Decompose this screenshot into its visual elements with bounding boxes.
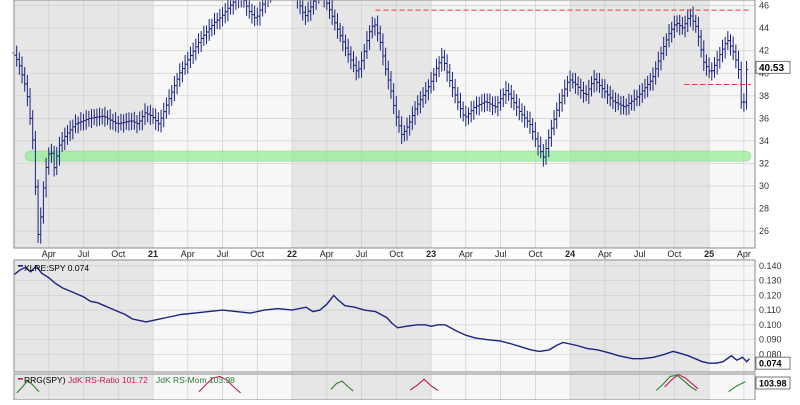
last-value-tag (755, 376, 791, 390)
x-tick-label: Jul (495, 249, 507, 259)
ratio-panel-title: XLRE:SPY 0.074 (24, 263, 89, 273)
x-tick-label: Apr (181, 249, 195, 259)
y-tick-label: 30 (759, 181, 769, 191)
rrg-panel-title: RRG(SPY) (24, 375, 66, 385)
rs-mom-legend: JdK RS-Mom 103.98 (156, 375, 235, 385)
rs-ratio-line (198, 375, 241, 394)
price-panel: 262830323436384042444640.53AprJulOct21Ap… (12, 0, 791, 259)
x-tick-label: Oct (111, 249, 126, 259)
rrg-legend-swatch (18, 378, 23, 380)
last-value-label: 40.53 (759, 63, 784, 74)
x-tick-label: Apr (737, 249, 751, 259)
ratio-legend-swatch (18, 265, 23, 267)
y-tick-label: 0.090 (759, 335, 782, 345)
y-tick-label: 0.110 (759, 305, 781, 315)
x-tick-label: Jul (356, 249, 368, 259)
y-tick-label: 46 (759, 1, 769, 11)
y-tick-label: 36 (759, 113, 769, 123)
y-tick-label: 0.120 (759, 290, 782, 300)
x-tick-label: Apr (459, 249, 473, 259)
ohlc-bars (12, 0, 749, 244)
rs-mom-line (728, 381, 746, 393)
rs-mom-line (16, 379, 40, 394)
last-value-label: 0.074 (759, 359, 782, 369)
y-tick-label: 34 (759, 136, 769, 146)
support-zone (24, 150, 752, 162)
x-tick-label: Oct (389, 249, 404, 259)
x-tick-label: Jul (634, 249, 646, 259)
ratio-panel-body: 0.080 0.090 0.100 0.110 0.120 0.130 0.140 0.074 (13, 259, 791, 373)
rrg-panel: 103.98 RRG(SPY) JdK RS-Ratio 101.72 JdK … (13, 373, 791, 401)
ratio-line (13, 264, 750, 364)
rs-ratio-legend: JdK RS-Ratio 101.72 (68, 375, 148, 385)
rs-ratio-line (409, 378, 439, 391)
x-tick-label: Jul (78, 249, 90, 259)
x-tick-label: Jul (217, 249, 229, 259)
y-tick-label: 0.140 (759, 261, 782, 271)
y-tick-label: 0.100 (759, 320, 782, 330)
rs-mom-line (655, 374, 697, 391)
panel-border (13, 0, 756, 249)
x-tick-label: Oct (250, 249, 265, 259)
rrg-panel-body: 103.98 (13, 373, 791, 401)
y-tick-label: 44 (759, 23, 769, 33)
x-tick-label: 23 (426, 249, 436, 259)
y-tick-label: 42 (759, 46, 769, 56)
last-value-tag (755, 60, 791, 74)
x-tick-label: Apr (598, 249, 612, 259)
x-tick-label: Apr (320, 249, 334, 259)
x-tick-label: 21 (148, 249, 158, 259)
y-tick-label: 38 (759, 91, 769, 101)
y-tick-label: 26 (759, 226, 769, 236)
x-tick-label: Oct (528, 249, 543, 259)
last-value-tag (755, 356, 791, 370)
x-tick-label: 22 (287, 249, 297, 259)
y-tick-label: 28 (759, 204, 769, 214)
x-tick-label: Apr (42, 249, 56, 259)
rs-ratio-line (664, 373, 699, 390)
y-tick-label: 32 (759, 158, 769, 168)
x-tick-label: Oct (667, 249, 682, 259)
x-tick-label: 24 (565, 249, 575, 259)
rs-mom-line (330, 380, 354, 392)
y-tick-label: 0.130 (759, 276, 782, 286)
x-tick-label: 25 (704, 249, 714, 259)
last-value-label: 103.98 (759, 379, 787, 389)
panel-border (13, 259, 756, 373)
y-tick-label: 0.080 (759, 349, 782, 359)
ratio-panel: 0.080 0.090 0.100 0.110 0.120 0.130 0.140 0.074… (13, 259, 791, 373)
